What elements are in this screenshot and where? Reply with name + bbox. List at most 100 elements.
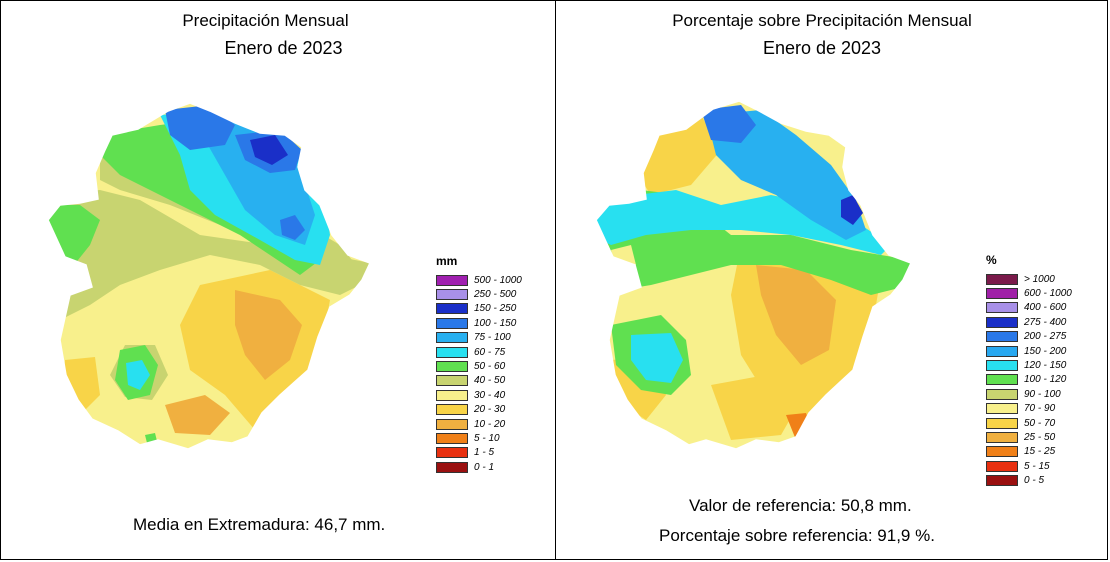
legend-label: 30 - 40	[474, 389, 506, 401]
legend-label: 400 - 600	[1024, 302, 1067, 314]
percentage-legend: % > 1000 600 - 1000 400 - 600 275 - 400 200 …	[986, 253, 1072, 488]
legend-swatch	[436, 346, 468, 358]
legend-item: 50 - 70	[986, 416, 1072, 430]
precipitation-panel: Precipitación Mensual Enero de 2023	[0, 0, 555, 560]
legend-item: 30 - 40	[436, 388, 522, 402]
panel-divider	[555, 0, 556, 560]
legend-swatch	[986, 273, 1018, 285]
legend-item: 50 - 60	[436, 359, 522, 373]
legend-label: 0 - 1	[474, 461, 495, 473]
legend-item: 40 - 50	[436, 374, 522, 388]
legend-swatch	[436, 432, 468, 444]
legend-swatch	[436, 332, 468, 344]
legend-label: 90 - 100	[1024, 388, 1061, 400]
legend-label: 60 - 75	[474, 346, 506, 358]
panel-subtitle: Enero de 2023	[224, 38, 343, 58]
legend-label: 75 - 100	[474, 332, 511, 344]
legend-item: 275 - 400	[986, 315, 1072, 329]
legend-label: 50 - 60	[474, 361, 506, 373]
legend-label: 150 - 250	[474, 303, 517, 315]
legend-item: 200 - 275	[986, 330, 1072, 344]
legend-swatch	[986, 345, 1018, 357]
legend-swatch	[436, 274, 468, 286]
legend-item: 5 - 10	[436, 431, 522, 445]
legend-item: 400 - 600	[986, 301, 1072, 315]
legend-item: 100 - 150	[436, 316, 522, 330]
legend-item: 150 - 250	[436, 302, 522, 316]
legend-swatch	[986, 360, 1018, 372]
legend-item: 600 - 1000	[986, 286, 1072, 300]
legend-label: 25 - 50	[1024, 431, 1056, 443]
legend-swatch	[986, 388, 1018, 400]
legend-item: 90 - 100	[986, 387, 1072, 401]
legend-swatch	[436, 361, 468, 373]
legend-item: 1 - 5	[436, 446, 522, 460]
legend-item: 75 - 100	[436, 331, 522, 345]
percentage-panel: Porcentaje sobre Precipitación Mensual E…	[556, 0, 1108, 560]
legend-swatch	[986, 302, 1018, 314]
legend-label: 70 - 90	[1024, 403, 1056, 415]
legend-item: 60 - 75	[436, 345, 522, 359]
legend-item: 70 - 90	[986, 402, 1072, 416]
legend-label: 5 - 10	[474, 432, 500, 444]
legend-swatch	[436, 317, 468, 329]
legend-label: 50 - 70	[1024, 417, 1056, 429]
legend-item: 0 - 1	[436, 460, 522, 474]
legend-swatch	[986, 374, 1018, 386]
legend-swatch	[436, 404, 468, 416]
legend-swatch	[986, 331, 1018, 343]
legend-label: 100 - 150	[474, 317, 517, 329]
legend-unit: mm	[436, 254, 458, 268]
legend-swatch	[436, 389, 468, 401]
legend-item: 15 - 25	[986, 445, 1072, 459]
legend-swatch	[436, 289, 468, 301]
legend-item: 25 - 50	[986, 430, 1072, 444]
panel-title: Porcentaje sobre Precipitación Mensual	[672, 11, 972, 30]
legend-item: 20 - 30	[436, 403, 522, 417]
legend-swatch	[436, 447, 468, 459]
reference-value-text: Valor de referencia: 50,8 mm.	[689, 496, 912, 515]
legend-label: 40 - 50	[474, 375, 506, 387]
legend-label: 500 - 1000	[474, 274, 522, 286]
legend-label: 200 - 275	[1024, 331, 1067, 343]
legend-item: 100 - 120	[986, 373, 1072, 387]
legend-swatch	[986, 460, 1018, 472]
legend-item: 250 - 500	[436, 287, 522, 301]
legend-swatch	[436, 461, 468, 473]
legend-item: 150 - 200	[986, 344, 1072, 358]
legend-swatch	[986, 446, 1018, 458]
legend-item: 500 - 1000	[436, 273, 522, 287]
legend-label: 150 - 200	[1024, 345, 1067, 357]
legend-label: > 1000	[1024, 273, 1055, 285]
legend-label: 120 - 150	[1024, 360, 1067, 372]
legend-item: 0 - 5	[986, 473, 1072, 487]
panel-title: Precipitación Mensual	[182, 11, 349, 30]
legend-item: 10 - 20	[436, 417, 522, 431]
legend-label: 5 - 15	[1024, 460, 1050, 472]
legend-swatch	[986, 403, 1018, 415]
legend-swatch	[986, 431, 1018, 443]
legend-label: 275 - 400	[1024, 316, 1067, 328]
legend-label: 250 - 500	[474, 289, 517, 301]
legend-label: 1 - 5	[474, 447, 495, 459]
legend-swatch	[436, 303, 468, 315]
percentage-of-reference-text: Porcentaje sobre referencia: 91,9 %.	[659, 526, 935, 545]
legend-item: 120 - 150	[986, 358, 1072, 372]
legend-label: 0 - 5	[1024, 475, 1045, 487]
legend-swatch	[986, 475, 1018, 487]
legend-swatch	[986, 316, 1018, 328]
legend-label: 100 - 120	[1024, 374, 1067, 386]
legend-swatch	[436, 375, 468, 387]
regional-mean-text: Media en Extremadura: 46,7 mm.	[133, 515, 386, 534]
legend-label: 20 - 30	[474, 404, 506, 416]
percentage-map	[595, 100, 913, 450]
legend-swatch	[986, 417, 1018, 429]
legend-swatch	[986, 288, 1018, 300]
legend-item: > 1000	[986, 272, 1072, 286]
legend-label: 10 - 20	[474, 418, 506, 430]
legend-swatch	[436, 418, 468, 430]
panel-subtitle: Enero de 2023	[762, 38, 882, 58]
legend-unit: %	[986, 253, 997, 267]
legend-label: 15 - 25	[1024, 446, 1056, 458]
